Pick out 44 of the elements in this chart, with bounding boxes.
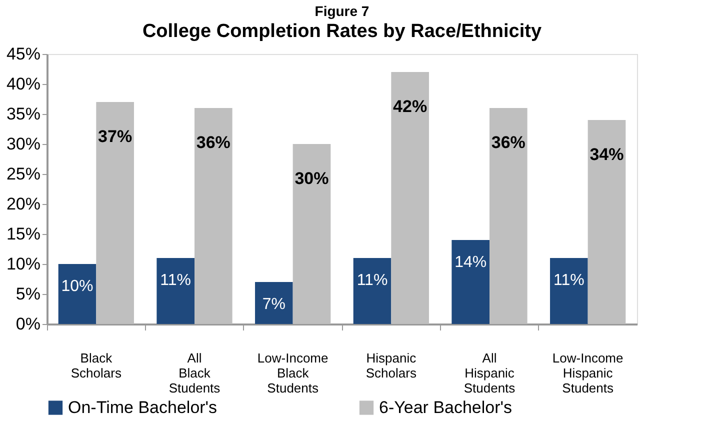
data-label: 7% bbox=[262, 296, 286, 313]
data-label: 42% bbox=[393, 97, 428, 116]
data-label: 10% bbox=[61, 278, 94, 295]
x-tick-label: Low-Income Hispanic Students bbox=[552, 350, 624, 396]
bar bbox=[96, 102, 134, 324]
y-tick-label: 30% bbox=[6, 134, 40, 154]
y-tick-label: 0% bbox=[16, 314, 40, 334]
data-label: 11% bbox=[356, 272, 388, 289]
legend-label: 6-Year Bachelor's bbox=[379, 398, 512, 417]
y-tick-label: 35% bbox=[6, 104, 40, 124]
data-label: 11% bbox=[554, 272, 584, 289]
data-label: 36% bbox=[196, 133, 230, 152]
bar bbox=[292, 144, 331, 324]
bar bbox=[452, 240, 490, 324]
bar bbox=[490, 108, 528, 324]
y-tick-label: 20% bbox=[6, 194, 40, 214]
y-tick-label: 40% bbox=[6, 74, 40, 94]
chart-title: Figure 7 bbox=[314, 3, 370, 19]
y-tick-label: 45% bbox=[6, 44, 40, 64]
bar bbox=[255, 282, 293, 324]
x-tick-label: Low-Income Black Students bbox=[257, 350, 328, 396]
y-tick-label: 15% bbox=[6, 224, 40, 244]
bar bbox=[194, 108, 232, 324]
data-label: 14% bbox=[454, 254, 487, 271]
bar bbox=[588, 120, 626, 324]
bar bbox=[156, 258, 194, 324]
y-tick-label: 5% bbox=[16, 284, 40, 304]
x-tick-label: All Black Students bbox=[168, 350, 221, 396]
x-tick-label: All Hispanic Students bbox=[464, 350, 516, 396]
y-tick-label: 10% bbox=[6, 254, 40, 274]
data-label: 34% bbox=[590, 145, 624, 164]
data-label: 11% bbox=[160, 272, 192, 289]
legend-label: On-Time Bachelor's bbox=[68, 398, 218, 417]
bar bbox=[550, 258, 588, 324]
x-tick-label: Hispanic Scholars bbox=[366, 350, 417, 380]
data-label: 30% bbox=[294, 169, 329, 188]
data-label: 36% bbox=[491, 133, 526, 152]
data-label: 37% bbox=[98, 127, 132, 146]
chart-subtitle: College Completion Rates by Race/Ethnicity bbox=[142, 21, 542, 42]
bar bbox=[353, 258, 392, 324]
x-tick-label: Black Scholars bbox=[70, 350, 122, 380]
bar bbox=[391, 72, 429, 324]
y-tick-label: 25% bbox=[6, 164, 40, 184]
bar bbox=[58, 264, 96, 324]
